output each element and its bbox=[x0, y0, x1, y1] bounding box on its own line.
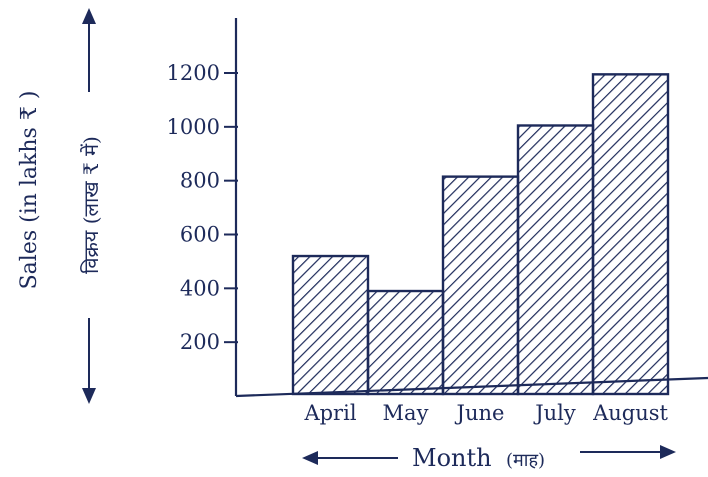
x-tick-label: June bbox=[455, 401, 505, 425]
bar-july bbox=[516, 124, 595, 396]
bar-august bbox=[591, 73, 670, 396]
x-tick-label: May bbox=[383, 401, 429, 425]
y-axis-label-group: Sales (in lakhs ₹ ) विक्रय (लाख ₹ में) bbox=[17, 8, 103, 404]
y-tick-label: 800 bbox=[180, 169, 220, 193]
x-arrow-right-icon bbox=[660, 445, 676, 459]
y-axis-label: Sales (in lakhs ₹ ) bbox=[17, 91, 42, 290]
y-ticks: 200 400 600 800 1000 1200 bbox=[167, 61, 238, 354]
bar-april bbox=[291, 254, 370, 396]
bar-may bbox=[366, 289, 445, 396]
x-axis-label-group: Month (माह) bbox=[302, 444, 676, 472]
bars bbox=[291, 73, 670, 396]
x-axis-label-hindi: (माह) bbox=[506, 450, 545, 471]
x-tick-label: April bbox=[303, 401, 356, 425]
y-tick-label: 1000 bbox=[167, 115, 220, 139]
y-tick-label: 400 bbox=[180, 276, 220, 300]
y-axis-label-hindi: विक्रय (लाख ₹ में) bbox=[79, 136, 103, 274]
x-tick-label: August bbox=[592, 401, 668, 425]
x-axis-label: Month bbox=[412, 444, 492, 472]
y-tick-label: 1200 bbox=[167, 61, 220, 85]
bar-june bbox=[441, 175, 520, 396]
x-tick-label: July bbox=[533, 401, 576, 425]
y-tick-label: 200 bbox=[180, 330, 220, 354]
x-tick-labels: April May June July August bbox=[303, 401, 668, 425]
y-tick-label: 600 bbox=[180, 223, 220, 247]
y-arrow-up-icon bbox=[82, 8, 96, 24]
x-arrow-left-icon bbox=[302, 451, 318, 465]
y-arrow-down-icon bbox=[82, 388, 96, 404]
